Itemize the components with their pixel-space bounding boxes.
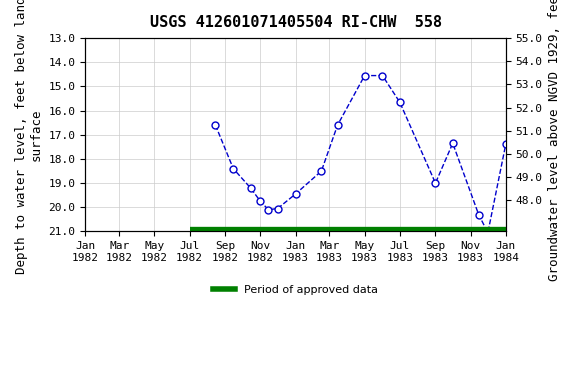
Title: USGS 412601071405504 RI-CHW  558: USGS 412601071405504 RI-CHW 558 <box>150 15 441 30</box>
Legend: Period of approved data: Period of approved data <box>209 280 382 300</box>
Y-axis label: Groundwater level above NGVD 1929, feet: Groundwater level above NGVD 1929, feet <box>548 0 561 281</box>
Y-axis label: Depth to water level, feet below land
surface: Depth to water level, feet below land su… <box>15 0 43 273</box>
